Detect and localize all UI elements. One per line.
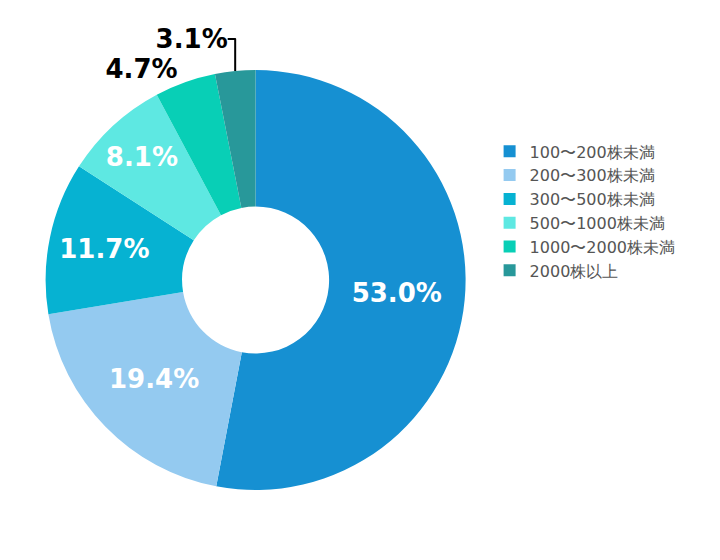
svg-text:11.7%: 11.7% bbox=[59, 234, 149, 264]
svg-text:500〜1000株未満: 500〜1000株未満 bbox=[530, 214, 665, 233]
svg-text:53.0%: 53.0% bbox=[352, 278, 442, 308]
svg-text:300〜500株未満: 300〜500株未満 bbox=[530, 190, 655, 209]
svg-text:3.1%: 3.1% bbox=[156, 24, 228, 54]
svg-text:2000株以上: 2000株以上 bbox=[530, 262, 619, 281]
svg-text:4.7%: 4.7% bbox=[105, 54, 177, 84]
svg-text:8.1%: 8.1% bbox=[106, 142, 178, 172]
svg-text:1000〜2000株未満: 1000〜2000株未満 bbox=[530, 238, 675, 257]
svg-text:19.4%: 19.4% bbox=[109, 364, 199, 394]
svg-text:200〜300株未満: 200〜300株未満 bbox=[530, 166, 655, 185]
svg-text:100〜200株未満: 100〜200株未満 bbox=[530, 143, 655, 162]
